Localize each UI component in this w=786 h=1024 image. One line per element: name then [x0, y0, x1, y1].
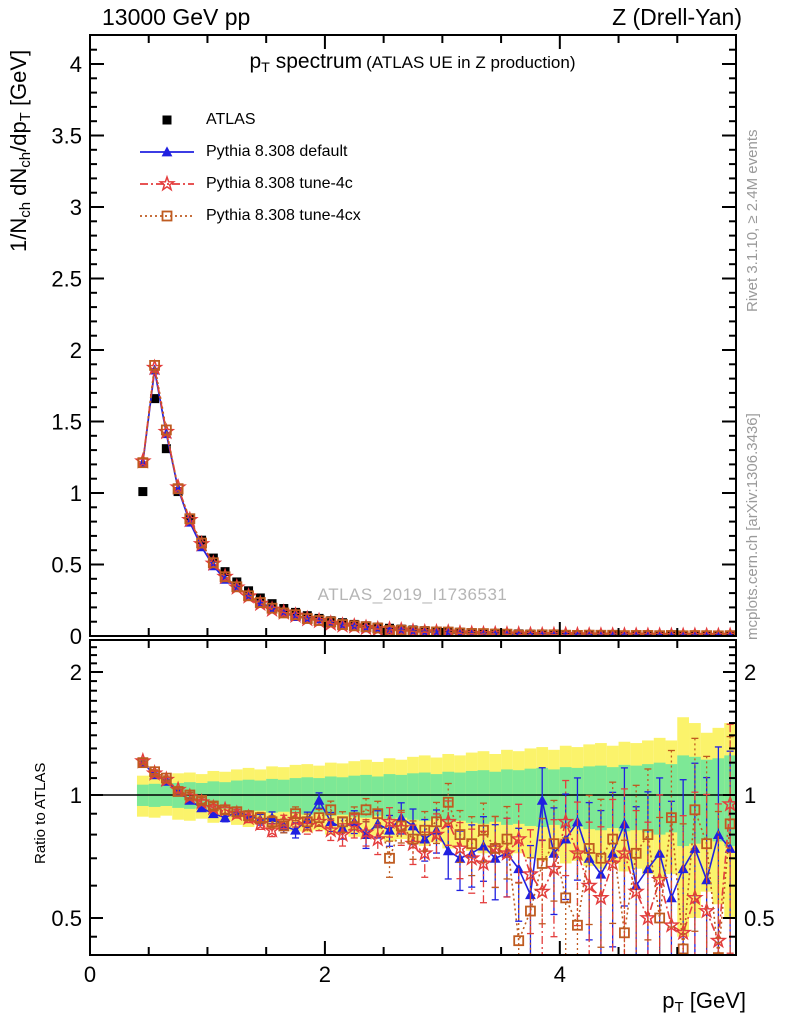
legend-label: ATLAS [206, 111, 256, 128]
legend-swatch-icon [140, 210, 194, 222]
svg-text:2: 2 [70, 338, 82, 363]
mcplots-credit: mcplots.cern.ch [arXiv:1306.3436] [744, 413, 761, 640]
legend-swatch-icon [162, 115, 172, 125]
svg-text:1: 1 [70, 481, 82, 506]
svg-text:0: 0 [84, 962, 96, 987]
ratio-y-axis-title: Ratio to ATLAS [32, 762, 49, 864]
analysis-id-watermark: ATLAS_2019_I1736531 [317, 585, 508, 604]
svg-text:1: 1 [70, 783, 82, 808]
legend-label: Pythia 8.308 tune-4cx [206, 207, 361, 224]
svg-text:0.5: 0.5 [51, 906, 82, 931]
rivet-version-credit: Rivet 3.1.10, ≥ 2.4M events [744, 129, 761, 313]
svg-text:1.5: 1.5 [51, 410, 82, 435]
legend: ATLAS Pythia 8.308 default Pythia 8.308 tu… [138, 104, 361, 232]
svg-text:2: 2 [744, 660, 756, 685]
svg-text:2: 2 [70, 660, 82, 685]
svg-text:3.5: 3.5 [51, 124, 82, 149]
legend-swatch-icon [140, 146, 194, 157]
legend-label: Pythia 8.308 default [206, 143, 348, 160]
y-axis-title: 1/Nch dNch/dpT [GeV] [6, 49, 35, 252]
svg-text:4: 4 [554, 962, 566, 987]
process-label: Z (Drell-Yan) [612, 4, 742, 30]
svg-text:1: 1 [744, 783, 756, 808]
legend-item-mc3: Pythia 8.308 tune-4cx [138, 200, 361, 232]
svg-text:0: 0 [70, 624, 82, 649]
legend-swatch-icon [140, 174, 194, 192]
svg-text:3: 3 [70, 195, 82, 220]
svg-text:0.5: 0.5 [51, 553, 82, 578]
legend-item-mc2: Pythia 8.308 tune-4c [138, 168, 361, 200]
plot-title: pT spectrum [249, 50, 363, 76]
plot-title-row: pT spectrum (ATLAS UE in Z production) [90, 50, 735, 76]
svg-text:0.5: 0.5 [744, 906, 775, 931]
svg-text:2: 2 [319, 962, 331, 987]
legend-item-mc1: Pythia 8.308 default [138, 136, 361, 168]
svg-text:2.5: 2.5 [51, 267, 82, 292]
legend-item-atlas: ATLAS [138, 104, 361, 136]
svg-text:4: 4 [70, 52, 82, 77]
plot-subtitle: (ATLAS UE in Z production) [366, 53, 576, 72]
beam-energy-label: 13000 GeV pp [102, 4, 251, 30]
legend-label: Pythia 8.308 tune-4c [206, 175, 353, 192]
x-axis-title: pT [GeV] [662, 988, 746, 1017]
